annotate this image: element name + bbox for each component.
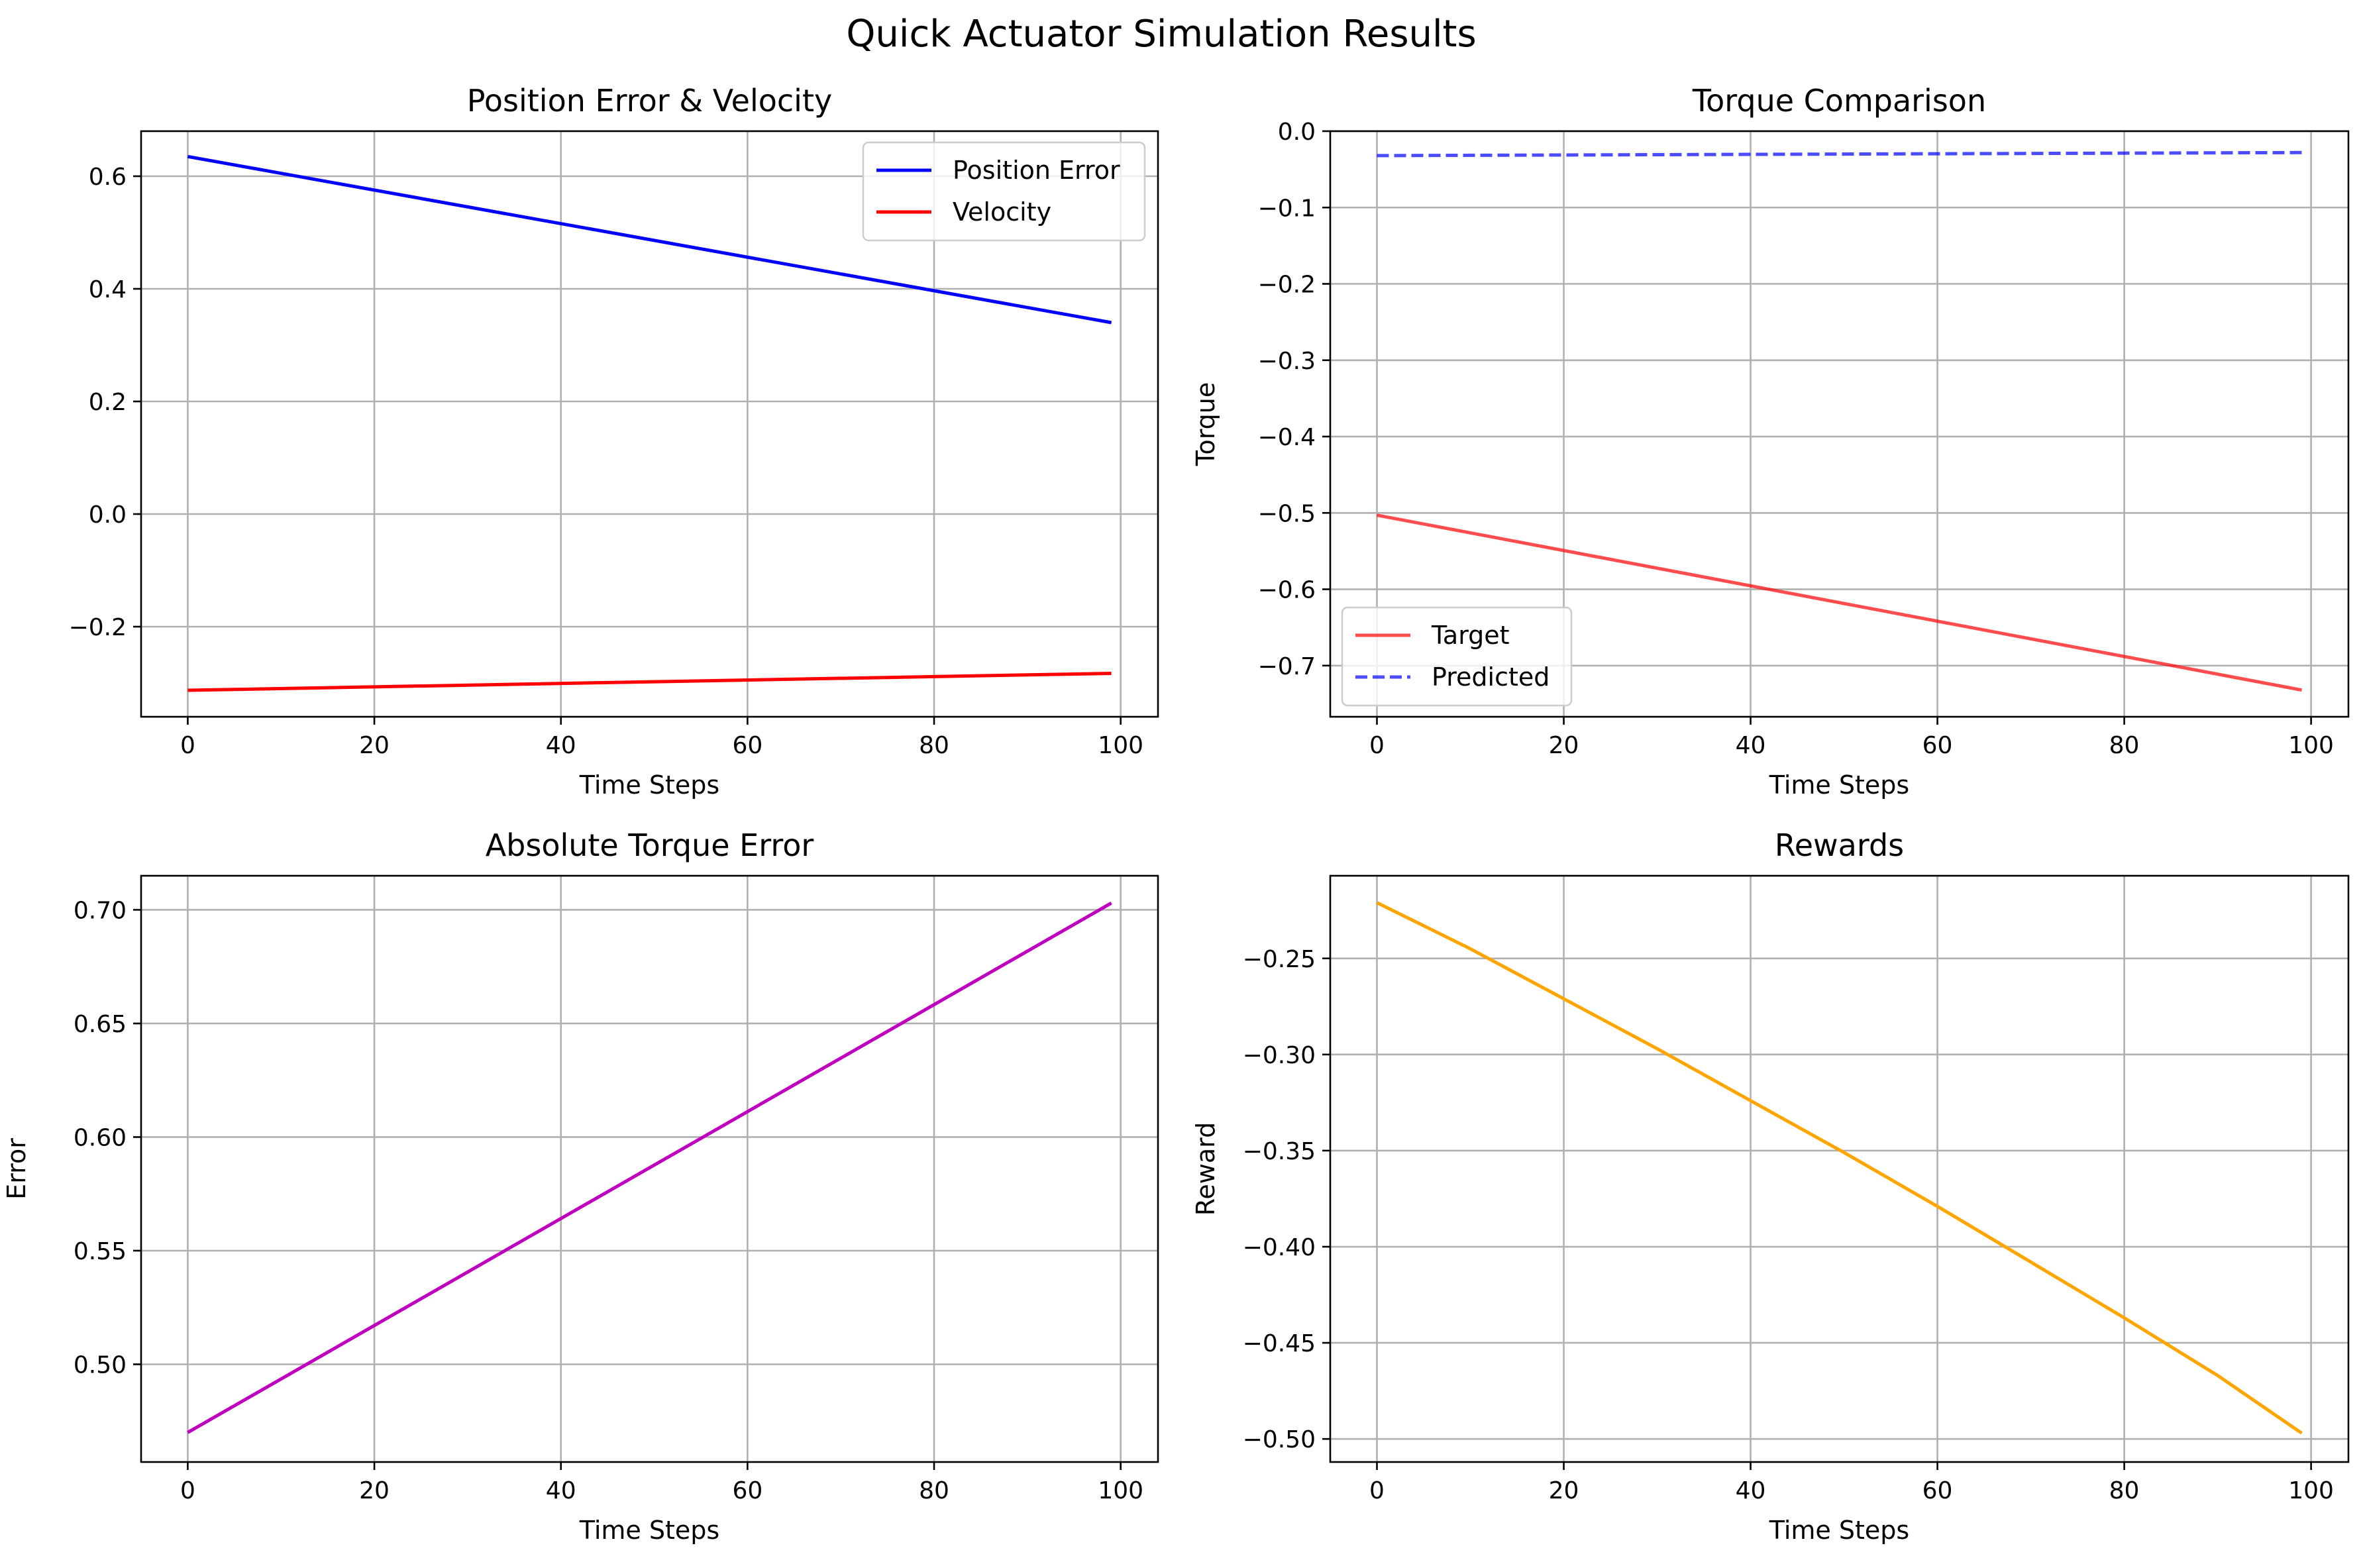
chart-2-series-line-0 bbox=[187, 902, 1112, 1434]
chart-3-ytick-label-0: −0.25 bbox=[1243, 946, 1316, 973]
chart-0-xtick-label-3: 60 bbox=[732, 732, 762, 759]
panel-position-error-velocity: 0 20 40 60 80 100 −0.2 0.0 0.2 0.4 0.6 Position Err… bbox=[69, 83, 1159, 800]
chart-0-legend-label-0: Position Error bbox=[953, 156, 1120, 185]
chart-1-ytick-label-7: 0.0 bbox=[1278, 119, 1316, 146]
chart-2-title: Absolute Torque Error bbox=[486, 827, 814, 863]
chart-1-xtick-label-5: 100 bbox=[2288, 732, 2334, 759]
chart-0-xtick-label-0: 0 bbox=[180, 732, 195, 759]
chart-1-axes-frame bbox=[1329, 130, 2350, 718]
chart-3-xtick-label-1: 20 bbox=[1549, 1477, 1579, 1504]
chart-3-ytick-label-4: −0.45 bbox=[1243, 1330, 1316, 1357]
chart-3-ylabel: Reward bbox=[1191, 1122, 1220, 1216]
chart-0-ytick-label-2: 0.2 bbox=[89, 389, 127, 416]
chart-3-axes-frame bbox=[1329, 874, 2350, 1463]
chart-1-legend bbox=[1341, 606, 1573, 707]
chart-0-ytick-label-0: −0.2 bbox=[69, 614, 127, 641]
chart-0-xtick-label-1: 20 bbox=[359, 732, 390, 759]
panel-rewards: 0 20 40 60 80 100 −0.25 −0.30 −0.35 −0.40 −0.45 −0.… bbox=[1191, 827, 2350, 1545]
chart-0-xlabel: Time Steps bbox=[579, 770, 719, 800]
chart-3-xtick-label-3: 60 bbox=[1922, 1477, 1953, 1504]
chart-2-axes-frame bbox=[140, 874, 1159, 1463]
chart-1-series-line-0 bbox=[1377, 513, 2302, 692]
chart-2-ytick-label-0: 0.50 bbox=[74, 1352, 127, 1379]
chart-1-xlabel: Time Steps bbox=[1769, 770, 1909, 800]
chart-0-axes-frame bbox=[140, 130, 1159, 718]
chart-2-ylabel: Error bbox=[2, 1138, 31, 1200]
chart-3-series-line-0 bbox=[1376, 901, 2303, 1435]
chart-1-xtick-label-3: 60 bbox=[1922, 732, 1953, 759]
chart-3-ytick-label-2: −0.35 bbox=[1243, 1138, 1316, 1165]
chart-3-xtick-label-4: 80 bbox=[2109, 1477, 2140, 1504]
chart-0-series-line-0 bbox=[187, 154, 1112, 325]
chart-3-ytick-label-3: −0.40 bbox=[1243, 1234, 1316, 1261]
chart-1-ytick-label-3: −0.4 bbox=[1258, 424, 1316, 451]
chart-3-title: Rewards bbox=[1775, 827, 1904, 863]
chart-3-xtick-label-2: 40 bbox=[1736, 1477, 1766, 1504]
chart-0-series-line-1 bbox=[187, 672, 1112, 692]
chart-2-xtick-label-0: 0 bbox=[180, 1477, 195, 1504]
chart-0-ytick-label-3: 0.4 bbox=[89, 276, 127, 303]
chart-2-xtick-label-2: 40 bbox=[546, 1477, 576, 1504]
chart-1-xtick-label-0: 0 bbox=[1369, 732, 1385, 759]
chart-0-ytick-label-4: 0.6 bbox=[89, 164, 127, 191]
chart-2-xtick-label-5: 100 bbox=[1098, 1477, 1143, 1504]
chart-2-xtick-label-4: 80 bbox=[919, 1477, 949, 1504]
chart-0-legend bbox=[862, 141, 1146, 242]
chart-2-ytick-label-4: 0.70 bbox=[74, 897, 127, 924]
chart-1-ylabel: Torque bbox=[1191, 382, 1220, 467]
chart-3-ytick-label-5: −0.50 bbox=[1243, 1426, 1316, 1453]
chart-1-ytick-label-1: −0.6 bbox=[1258, 577, 1316, 604]
chart-1-legend-label-0: Target bbox=[1431, 621, 1510, 650]
chart-1-ytick-label-4: −0.3 bbox=[1258, 348, 1316, 375]
chart-3-xtick-label-0: 0 bbox=[1369, 1477, 1385, 1504]
chart-0-xtick-label-4: 80 bbox=[919, 732, 949, 759]
chart-2-xtick-label-3: 60 bbox=[732, 1477, 762, 1504]
chart-2-ytick-label-1: 0.55 bbox=[74, 1238, 127, 1265]
chart-0-xtick-label-5: 100 bbox=[1098, 732, 1143, 759]
chart-1-xtick-label-4: 80 bbox=[2109, 732, 2140, 759]
chart-1-ytick-label-6: −0.1 bbox=[1258, 195, 1316, 222]
chart-0-legend-label-1: Velocity bbox=[953, 197, 1051, 227]
chart-0-title: Position Error & Velocity bbox=[467, 83, 832, 119]
chart-2-ytick-label-3: 0.65 bbox=[74, 1011, 127, 1038]
figure-title: Quick Actuator Simulation Results bbox=[846, 13, 1476, 56]
panel-absolute-torque-error: 0 20 40 60 80 100 0.50 0.55 0.60 0.65 0.70 Absolute… bbox=[2, 827, 1159, 1545]
chart-2-xlabel: Time Steps bbox=[579, 1516, 719, 1545]
chart-2-ytick-label-2: 0.60 bbox=[74, 1124, 127, 1151]
chart-0-ytick-label-1: 0.0 bbox=[89, 501, 127, 529]
chart-1-ytick-label-5: −0.2 bbox=[1258, 272, 1316, 299]
chart-3-ytick-label-1: −0.30 bbox=[1243, 1042, 1316, 1069]
chart-3-xlabel: Time Steps bbox=[1769, 1516, 1909, 1545]
chart-1-xtick-label-2: 40 bbox=[1736, 732, 1766, 759]
chart-3-xtick-label-5: 100 bbox=[2288, 1477, 2334, 1504]
chart-1-title: Torque Comparison bbox=[1692, 83, 1986, 119]
chart-1-xtick-label-1: 20 bbox=[1549, 732, 1579, 759]
panel-torque-comparison: 0 20 40 60 80 100 −0.7 −0.6 −0.5 −0.4 −0.3 −0.2 −0.1… bbox=[1191, 83, 2350, 800]
chart-1-legend-label-1: Predicted bbox=[1432, 662, 1550, 692]
chart-0-xtick-label-2: 40 bbox=[546, 732, 576, 759]
chart-2-xtick-label-1: 20 bbox=[359, 1477, 390, 1504]
chart-1-ytick-label-2: −0.5 bbox=[1258, 500, 1316, 527]
chart-1-ytick-label-0: −0.7 bbox=[1258, 653, 1316, 680]
